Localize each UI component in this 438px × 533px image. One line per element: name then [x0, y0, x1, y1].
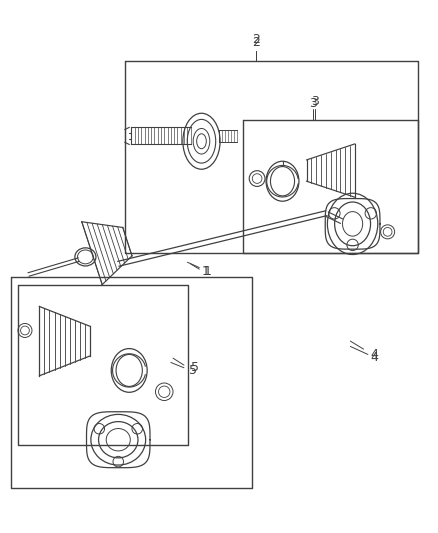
- Text: 3: 3: [309, 98, 317, 110]
- Text: 3: 3: [311, 95, 319, 108]
- Ellipse shape: [111, 349, 147, 392]
- Text: 1: 1: [204, 265, 212, 278]
- Ellipse shape: [266, 161, 299, 201]
- Text: 2: 2: [252, 36, 260, 49]
- Text: 5: 5: [191, 361, 199, 374]
- Text: 4: 4: [371, 351, 378, 364]
- Ellipse shape: [75, 248, 96, 266]
- Ellipse shape: [91, 415, 145, 465]
- Text: 5: 5: [189, 364, 197, 377]
- Text: 4: 4: [371, 348, 378, 361]
- Ellipse shape: [183, 114, 220, 169]
- Text: 2: 2: [252, 34, 260, 46]
- Ellipse shape: [328, 193, 378, 255]
- Text: 1: 1: [202, 265, 210, 278]
